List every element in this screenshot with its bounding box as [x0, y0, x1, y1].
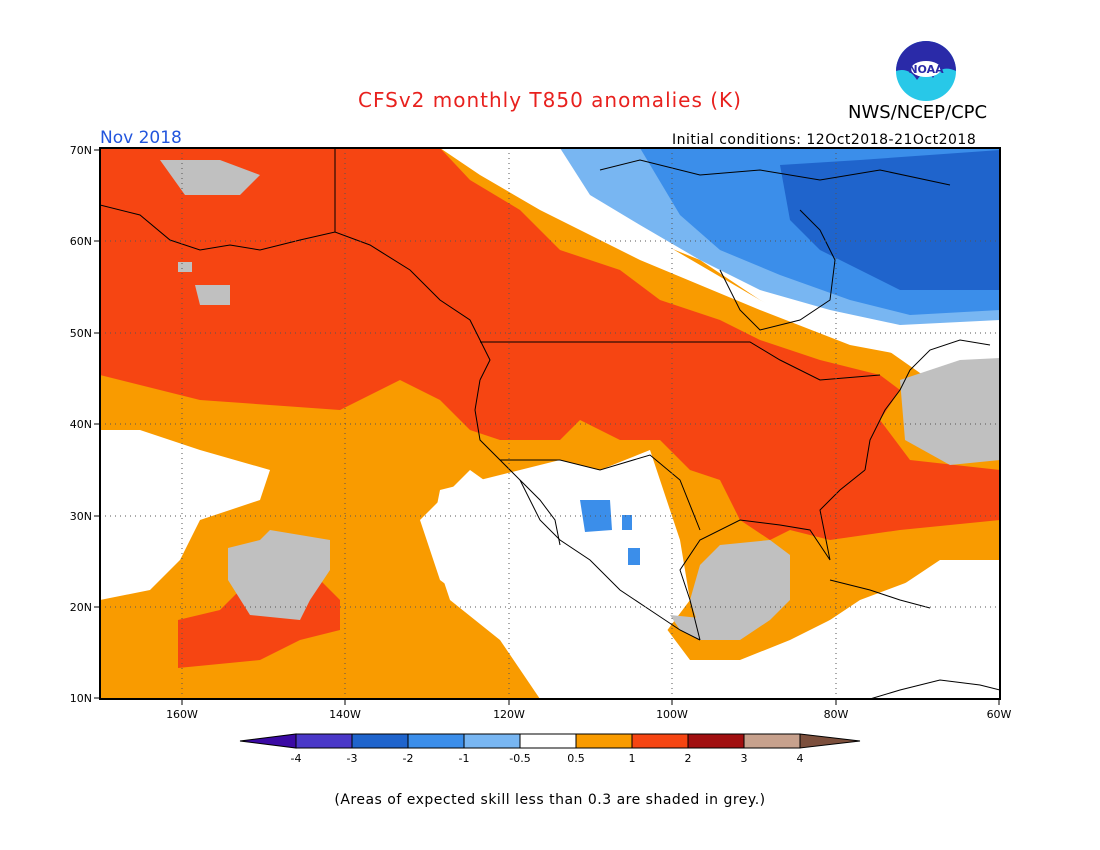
initial-conditions: Initial conditions: 12Oct2018-21Oct2018	[672, 132, 977, 148]
border-us-mexico	[500, 454, 701, 531]
graticule	[100, 148, 1000, 699]
lat-label: 70N	[70, 144, 92, 157]
colorbar-label: -2	[403, 752, 414, 765]
longitude-labels: 160W 140W 120W 100W 80W 60W	[166, 708, 1011, 721]
coastline-alaska	[100, 204, 491, 381]
coastline-gulf	[679, 469, 866, 641]
colorbar-labels: -4 -3 -2 -1 -0.5 0.5 1 2 3 4	[291, 752, 804, 765]
anomaly-region-white-arctic	[440, 148, 1000, 360]
logo-text: NOAA	[908, 63, 944, 76]
lon-label: 140W	[329, 708, 361, 721]
lat-label: 50N	[70, 327, 92, 340]
colorbar-swatch	[687, 733, 745, 749]
colorbar-swatch	[799, 733, 861, 749]
colorbar-legend	[239, 733, 861, 749]
coastline-arctic	[599, 159, 951, 186]
colorbar-swatch	[631, 733, 689, 749]
colorbar-label: -4	[291, 752, 302, 765]
colorbar-swatch	[519, 733, 577, 749]
colorbar-swatch	[575, 733, 633, 749]
latitude-labels: 70N 60N 50N 40N 30N 20N 10N	[70, 144, 92, 705]
skill-footnote: (Areas of expected skill less than 0.3 a…	[334, 792, 766, 808]
low-skill-grey-hawaii	[228, 530, 330, 620]
lon-label: 120W	[493, 708, 525, 721]
anomaly-region-dark-blue	[780, 150, 1000, 290]
lat-label: 30N	[70, 510, 92, 523]
lat-label: 40N	[70, 418, 92, 431]
colorbar-label: 1	[629, 752, 636, 765]
lon-label: 80W	[824, 708, 849, 721]
agency-label: NWS/NCEP/CPC	[848, 102, 988, 123]
colorbar-label: -3	[347, 752, 358, 765]
colorbar-swatch	[407, 733, 465, 749]
anomaly-region-white-mexico	[430, 450, 690, 699]
lat-label: 10N	[70, 692, 92, 705]
low-skill-grey-atlantic	[900, 358, 1000, 465]
lat-label: 60N	[70, 235, 92, 248]
lon-label: 60W	[987, 708, 1012, 721]
lat-label: 20N	[70, 601, 92, 614]
coastline-cuba	[829, 579, 931, 609]
coastline-south-america	[869, 679, 1000, 699]
coastline-east-us	[864, 339, 991, 471]
lon-label: 160W	[166, 708, 198, 721]
coastlines	[100, 148, 1000, 699]
colorbar-swatch	[351, 733, 409, 749]
colorbar-swatch	[239, 733, 297, 749]
low-skill-grey-alaska	[160, 160, 260, 305]
anomaly-region-white-caribbean	[800, 565, 1000, 699]
colorbar-label: 3	[741, 752, 748, 765]
colorbar-swatch	[463, 733, 521, 749]
map-title: CFSv2 monthly T850 anomalies (K)	[358, 88, 742, 112]
colorbar-label: 0.5	[567, 752, 585, 765]
border-canada-us	[480, 341, 881, 381]
coastline-hudson	[719, 209, 836, 331]
colorbar-swatch	[295, 733, 353, 749]
noaa-logo-icon: NOAA	[896, 41, 956, 101]
colorbar-label: 4	[797, 752, 804, 765]
colorbar-label: -1	[459, 752, 470, 765]
low-skill-grey-gulf	[690, 540, 790, 640]
anomaly-region-red	[100, 148, 1000, 540]
lon-label: 100W	[656, 708, 688, 721]
anomaly-region-white-pacific	[100, 430, 270, 600]
coastline-west-us	[474, 379, 701, 641]
coastline-baja	[519, 479, 561, 546]
colorbar-label: -0.5	[509, 752, 530, 765]
colorbar-label: 2	[685, 752, 692, 765]
forecast-month: Nov 2018	[100, 128, 182, 148]
axis-ticks	[94, 149, 1000, 705]
colorbar-swatch	[743, 733, 801, 749]
